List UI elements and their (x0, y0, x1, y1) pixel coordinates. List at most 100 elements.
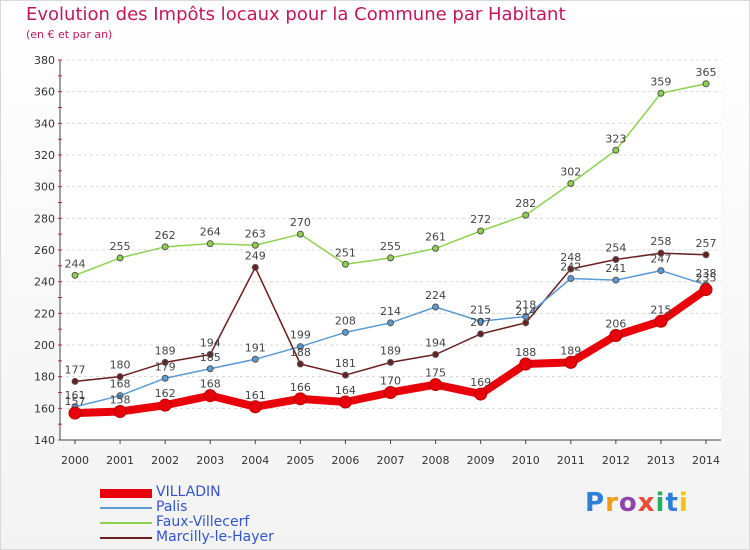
data-point (116, 373, 124, 381)
chart-title: Evolution des Impôts locaux pour la Comm… (26, 4, 566, 25)
data-point (477, 227, 485, 235)
data-point (654, 314, 668, 328)
logo-letter: x (637, 488, 656, 518)
data-point (432, 244, 440, 252)
data-point (522, 319, 530, 327)
data-point (702, 251, 710, 259)
data-point (161, 374, 169, 382)
y-tick-label: 140 (34, 434, 55, 447)
data-point (68, 406, 82, 420)
logo-letter: t (665, 488, 679, 518)
data-point (293, 392, 307, 406)
data-label: 188 (515, 346, 536, 359)
data-label: 180 (110, 359, 131, 372)
data-label: 158 (110, 394, 131, 407)
data-label: 181 (335, 357, 356, 370)
data-point (71, 377, 79, 385)
data-label: 215 (650, 303, 671, 316)
data-point (429, 378, 443, 392)
data-point (296, 343, 304, 351)
data-label: 249 (245, 249, 266, 262)
data-point (71, 271, 79, 279)
data-label: 262 (155, 229, 176, 242)
chart-subtitle: (en € et par an) (26, 28, 113, 41)
x-tick-label: 2011 (557, 454, 585, 467)
data-label: 263 (245, 227, 266, 240)
logo-letter: i (655, 488, 666, 518)
data-point (296, 230, 304, 238)
data-label: 242 (560, 261, 581, 274)
data-label: 255 (110, 240, 131, 253)
data-label: 247 (650, 253, 671, 266)
data-point (519, 357, 533, 371)
data-point (432, 351, 440, 358)
legend-label: VILLADIN (156, 484, 221, 500)
legend-swatch (100, 537, 152, 539)
x-tick-label: 2000 (61, 454, 89, 467)
data-point (113, 405, 127, 418)
data-label: 189 (155, 344, 176, 357)
data-label: 177 (65, 363, 86, 376)
data-label: 162 (155, 387, 176, 400)
data-label: 199 (290, 329, 311, 342)
y-tick-label: 360 (34, 86, 55, 99)
data-label: 170 (380, 375, 401, 388)
data-point (251, 241, 259, 249)
y-tick-label: 240 (34, 276, 55, 289)
data-point (702, 80, 710, 88)
data-label: 255 (380, 240, 401, 253)
data-label: 241 (605, 262, 626, 275)
legend-swatch (100, 489, 152, 498)
legend-label: Marcilly-le-Hayer (156, 529, 274, 545)
x-tick-label: 2009 (467, 454, 495, 467)
data-label: 359 (650, 75, 671, 88)
data-label: 218 (515, 299, 536, 312)
data-point (522, 211, 530, 219)
y-tick-label: 340 (34, 117, 55, 130)
data-label: 214 (515, 305, 536, 318)
x-tick-label: 2007 (377, 454, 405, 467)
data-label: 235 (696, 272, 717, 285)
logo-letter: o (618, 488, 638, 518)
data-point (116, 254, 124, 262)
data-label: 157 (65, 395, 86, 408)
data-label: 272 (470, 213, 491, 226)
data-label: 238 (696, 267, 717, 280)
data-label: 179 (155, 360, 176, 373)
data-label: 248 (560, 251, 581, 264)
x-tick-label: 2003 (196, 454, 224, 467)
data-label: 185 (200, 351, 221, 364)
data-point (387, 319, 394, 327)
data-point (341, 260, 349, 268)
data-point (341, 371, 349, 379)
data-label: 365 (696, 66, 717, 79)
data-point (387, 254, 394, 262)
y-tick-label: 380 (34, 54, 55, 67)
data-label: 161 (245, 389, 266, 402)
x-tick-label: 2001 (106, 454, 134, 467)
data-label: 244 (65, 257, 86, 270)
data-label: 323 (605, 132, 626, 145)
data-point (567, 275, 575, 282)
data-label: 169 (470, 376, 491, 389)
legend-swatch (100, 522, 152, 524)
data-point (657, 89, 665, 97)
logo-letter: P (585, 488, 606, 518)
data-label: 164 (335, 384, 356, 397)
data-label: 254 (605, 242, 626, 255)
data-point (612, 276, 620, 284)
data-point (384, 386, 397, 399)
data-label: 188 (290, 346, 311, 359)
data-point (477, 317, 485, 325)
data-point (116, 392, 124, 400)
y-tick-label: 220 (34, 307, 55, 320)
data-label: 189 (560, 344, 581, 357)
data-label: 189 (380, 344, 401, 357)
data-label: 194 (200, 337, 221, 350)
legend-label: Palis (156, 499, 188, 515)
data-point (522, 313, 530, 320)
data-point (699, 283, 713, 297)
data-point (161, 243, 169, 251)
data-label: 168 (200, 378, 221, 391)
